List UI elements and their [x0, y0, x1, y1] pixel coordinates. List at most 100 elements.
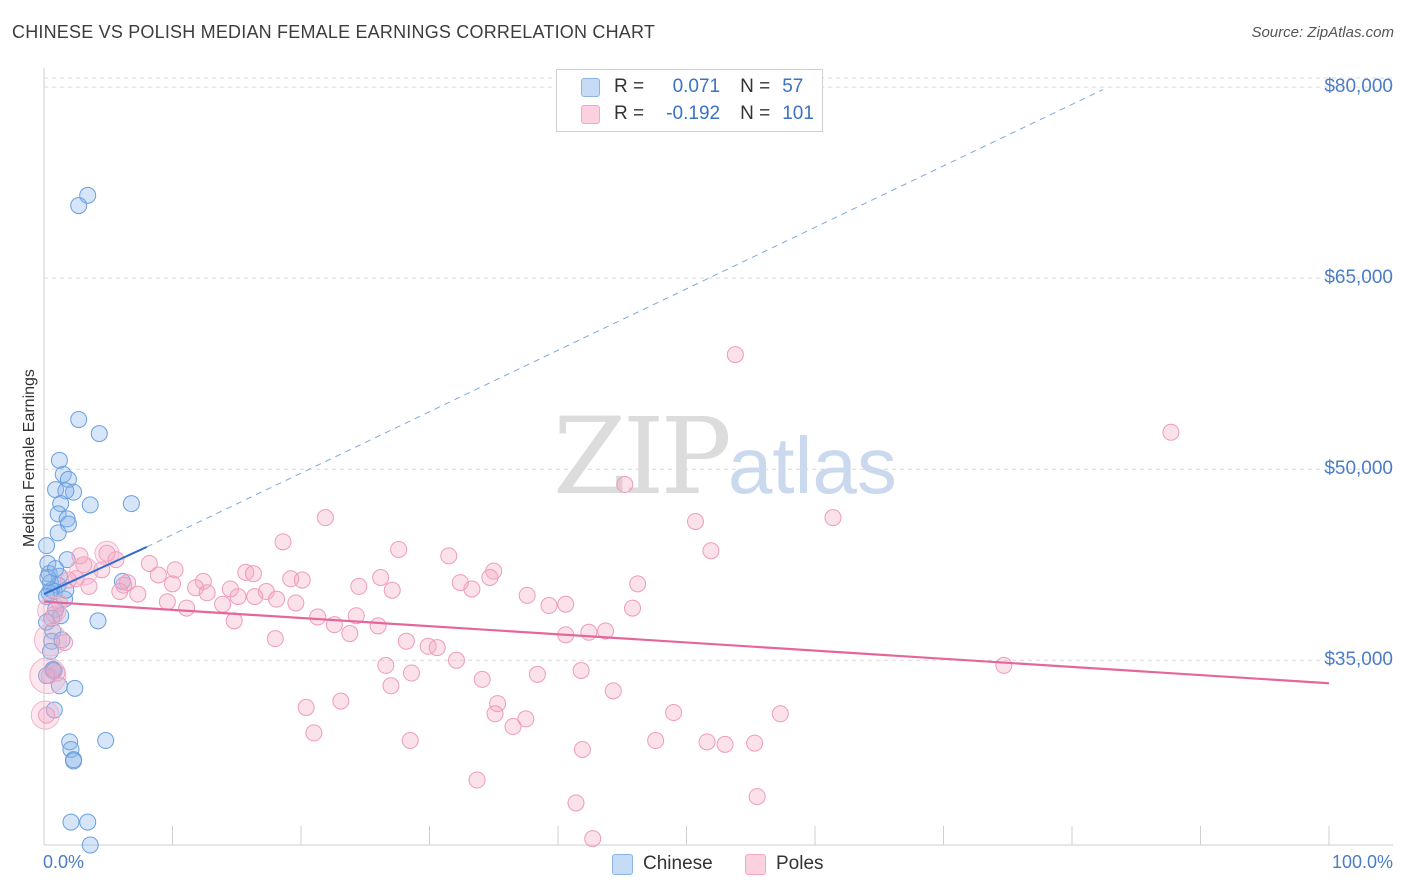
poles-point: [580, 623, 598, 641]
legend-n-value: 57: [782, 76, 804, 97]
poles-point: [129, 585, 147, 603]
poles-point: [486, 705, 504, 723]
poles-point: [266, 630, 284, 648]
chinese-trend-extension: [146, 89, 1104, 548]
poles-point: [567, 794, 585, 812]
poles-point: [447, 651, 465, 669]
poles-point: [572, 661, 590, 679]
poles-point: [518, 586, 536, 604]
poles-point: [229, 588, 247, 606]
legend-r-label: R =: [614, 76, 645, 97]
poles-point: [771, 705, 789, 723]
poles-point: [597, 622, 615, 640]
x-tick-label-end: 100.0%: [1331, 852, 1393, 872]
poles-point: [1162, 423, 1180, 441]
y-tick-label: $80,000: [1324, 76, 1393, 98]
poles-point: [702, 542, 720, 560]
poles-point: [164, 575, 181, 593]
poles-point: [287, 594, 305, 612]
chinese-point: [38, 537, 56, 555]
chinese-point: [52, 607, 70, 625]
bottom-legend-swatch-chinese: [612, 853, 633, 875]
poles-point: [214, 595, 232, 613]
chinese-point: [70, 197, 88, 215]
chinese-point: [81, 496, 99, 514]
poles-point: [616, 476, 634, 494]
poles-point: [824, 509, 842, 527]
chinese-point: [57, 482, 75, 500]
x-tick-label-start: 0.0%: [43, 852, 85, 872]
poles-point: [647, 732, 665, 750]
poles-point: [624, 599, 642, 617]
poles-point: [463, 580, 481, 598]
poles-point: [401, 732, 419, 750]
poles-point: [995, 656, 1013, 674]
poles-point: [504, 718, 522, 736]
chinese-point: [122, 495, 140, 513]
bottom-legend-swatch-poles: [745, 853, 766, 875]
chinese-point: [49, 505, 67, 523]
poles-point: [377, 656, 395, 674]
poles-point-large: [37, 596, 67, 626]
poles-point-large: [29, 657, 67, 695]
poles-point: [403, 664, 421, 682]
bottom-legend-poles: Poles: [745, 853, 824, 875]
chinese-point: [66, 679, 84, 697]
legend-n-label: N =: [740, 76, 771, 97]
bottom-legend-chinese: Chinese: [612, 853, 713, 875]
poles-point: [397, 632, 415, 650]
chinese-point: [54, 465, 72, 483]
poles-point: [584, 830, 602, 848]
legend-swatch-chinese: [581, 77, 600, 97]
poles-point: [604, 682, 622, 700]
poles-point: [540, 597, 558, 615]
chinese-point: [79, 813, 97, 831]
legend-r-value: 0.071: [672, 76, 721, 97]
poles-point: [489, 695, 507, 713]
legend-row-chinese: R = 0.071 N = 57: [581, 75, 803, 99]
poles-point: [573, 740, 591, 758]
poles-point: [38, 706, 56, 724]
poles-point: [746, 734, 764, 752]
chinese-trend-line: [43, 546, 148, 595]
poles-point: [98, 544, 116, 562]
poles-point-large: [33, 623, 67, 657]
chinese-point: [47, 560, 65, 578]
correlation-legend: R = 0.071 N = 57 R = -0.192 N = 101: [556, 69, 823, 132]
poles-point: [473, 670, 491, 688]
y-tick-label: $50,000: [1324, 458, 1393, 480]
chinese-point: [52, 495, 70, 513]
chinese-point: [97, 732, 115, 750]
poles-point: [305, 724, 323, 742]
legend-n-value: 101: [782, 103, 814, 124]
poles-point: [557, 595, 575, 613]
bottom-legend-label-chinese: Chinese: [643, 853, 713, 874]
poles-point: [428, 639, 446, 657]
poles-point: [347, 607, 365, 625]
legend-r-label: R =: [614, 103, 645, 124]
poles-point: [528, 665, 546, 683]
watermark-atlas: atlas: [727, 421, 897, 510]
poles-point: [332, 692, 350, 710]
poles-point: [316, 509, 334, 527]
poles-point: [419, 637, 437, 655]
poles-point: [726, 346, 744, 364]
poles-point: [468, 771, 486, 789]
poles-point: [372, 569, 390, 587]
poles-point: [440, 547, 458, 565]
poles-point: [297, 698, 315, 716]
poles-point: [716, 735, 734, 753]
chinese-point: [90, 425, 108, 443]
poles-point: [341, 625, 359, 643]
poles-point: [166, 561, 184, 579]
legend-n-label: N =: [740, 103, 771, 124]
bottom-legend-label-poles: Poles: [776, 853, 824, 874]
y-tick-label: $65,000: [1324, 267, 1393, 289]
poles-point: [369, 617, 387, 635]
poles-point: [48, 664, 66, 682]
chinese-point: [81, 836, 99, 854]
poles-point: [178, 599, 196, 617]
chinese-point: [62, 813, 80, 831]
poles-point: [246, 588, 264, 606]
poles-point: [158, 593, 176, 611]
